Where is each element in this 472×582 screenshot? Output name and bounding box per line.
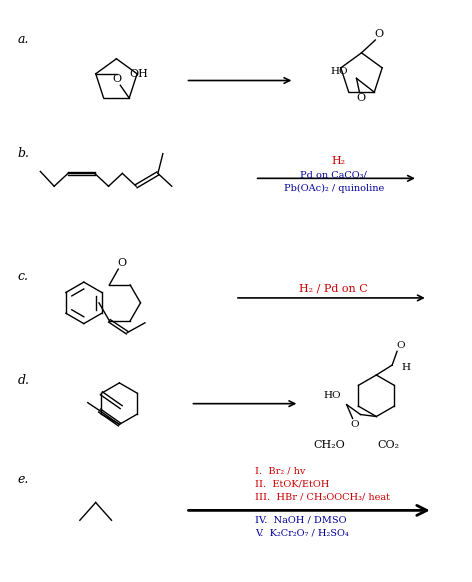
Text: H₂: H₂ <box>332 155 346 165</box>
Text: O: O <box>118 258 127 268</box>
Text: I.  Br₂ / hv: I. Br₂ / hv <box>255 466 305 475</box>
Text: O: O <box>113 74 122 84</box>
Text: O: O <box>397 341 405 350</box>
Text: a.: a. <box>17 33 29 46</box>
Text: HO: HO <box>330 67 347 76</box>
Text: H₂ / Pd on C: H₂ / Pd on C <box>299 283 368 293</box>
Text: Pb(OAc)₂ / quinoline: Pb(OAc)₂ / quinoline <box>284 184 384 193</box>
Text: II.  EtOK/EtOH: II. EtOK/EtOH <box>255 479 329 488</box>
Text: CH₂O: CH₂O <box>313 440 345 450</box>
Text: IV.  NaOH / DMSO: IV. NaOH / DMSO <box>255 516 346 525</box>
Text: b.: b. <box>17 147 30 159</box>
Text: III.  HBr / CH₃OOCH₃/ heat: III. HBr / CH₃OOCH₃/ heat <box>255 492 390 501</box>
Text: CO₂: CO₂ <box>377 440 399 450</box>
Text: O: O <box>375 29 384 39</box>
Text: H: H <box>402 363 411 371</box>
Text: OH: OH <box>129 69 148 79</box>
Text: e.: e. <box>17 473 29 486</box>
Text: O: O <box>350 420 359 429</box>
Text: d.: d. <box>17 374 30 387</box>
Text: O: O <box>357 93 366 103</box>
Text: HO: HO <box>323 391 341 400</box>
Text: V.  K₂Cr₂O₇ / H₂SO₄: V. K₂Cr₂O₇ / H₂SO₄ <box>255 528 348 538</box>
Text: c.: c. <box>17 270 29 283</box>
Text: Pd on CaCO₃/: Pd on CaCO₃/ <box>301 171 367 180</box>
